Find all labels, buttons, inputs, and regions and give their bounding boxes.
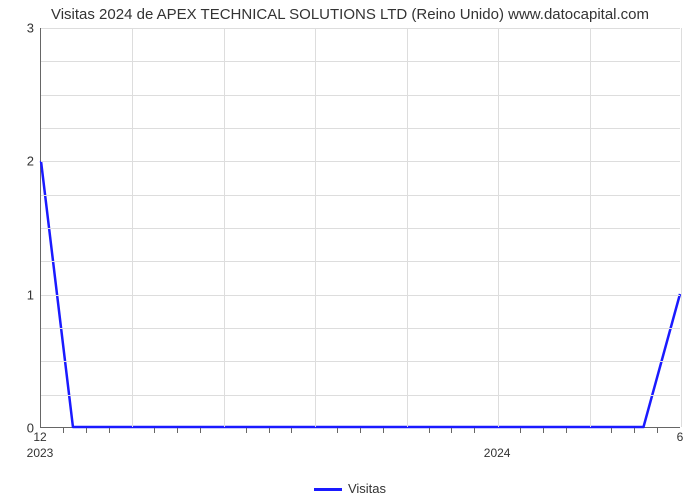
x-minor-tick	[566, 428, 567, 433]
x-minor-tick	[360, 428, 361, 433]
x-minor-tick	[543, 428, 544, 433]
x-tick-label: 12	[33, 430, 46, 444]
x-minor-tick	[429, 428, 430, 433]
y-tick-label: 3	[0, 21, 34, 36]
legend: Visitas	[0, 481, 700, 496]
grid-v	[590, 28, 591, 427]
x-sub-label: 2023	[27, 446, 54, 460]
grid-h-minor	[41, 195, 680, 196]
grid-h-minor	[41, 261, 680, 262]
chart-title: Visitas 2024 de APEX TECHNICAL SOLUTIONS…	[0, 6, 700, 23]
grid-h-minor	[41, 61, 680, 62]
plot-area	[40, 28, 680, 428]
grid-v	[224, 28, 225, 427]
x-minor-tick	[246, 428, 247, 433]
x-minor-tick	[200, 428, 201, 433]
x-minor-tick	[63, 428, 64, 433]
grid-h	[41, 295, 680, 296]
grid-h-minor	[41, 328, 680, 329]
grid-v	[407, 28, 408, 427]
grid-v	[498, 28, 499, 427]
x-minor-tick	[383, 428, 384, 433]
grid-h-minor	[41, 228, 680, 229]
x-minor-tick	[657, 428, 658, 433]
x-tick-label: 6	[677, 430, 684, 444]
x-minor-tick	[86, 428, 87, 433]
legend-swatch	[314, 488, 342, 491]
grid-h	[41, 161, 680, 162]
grid-h-minor	[41, 361, 680, 362]
y-tick-label: 0	[0, 421, 34, 436]
x-minor-tick	[474, 428, 475, 433]
y-tick-label: 1	[0, 287, 34, 302]
x-minor-tick	[611, 428, 612, 433]
x-minor-tick	[634, 428, 635, 433]
x-minor-tick	[337, 428, 338, 433]
x-sub-label: 2024	[484, 446, 511, 460]
grid-v	[315, 28, 316, 427]
grid-v	[681, 28, 682, 427]
x-minor-tick	[451, 428, 452, 433]
grid-v	[132, 28, 133, 427]
grid-h-minor	[41, 95, 680, 96]
y-tick-label: 2	[0, 154, 34, 169]
x-minor-tick	[154, 428, 155, 433]
x-minor-tick	[177, 428, 178, 433]
x-minor-tick	[269, 428, 270, 433]
legend-label: Visitas	[348, 481, 386, 496]
x-minor-tick	[291, 428, 292, 433]
x-minor-tick	[109, 428, 110, 433]
grid-h-minor	[41, 128, 680, 129]
grid-h-minor	[41, 395, 680, 396]
grid-h	[41, 28, 680, 29]
x-minor-tick	[520, 428, 521, 433]
visits-chart: Visitas 2024 de APEX TECHNICAL SOLUTIONS…	[0, 0, 700, 500]
